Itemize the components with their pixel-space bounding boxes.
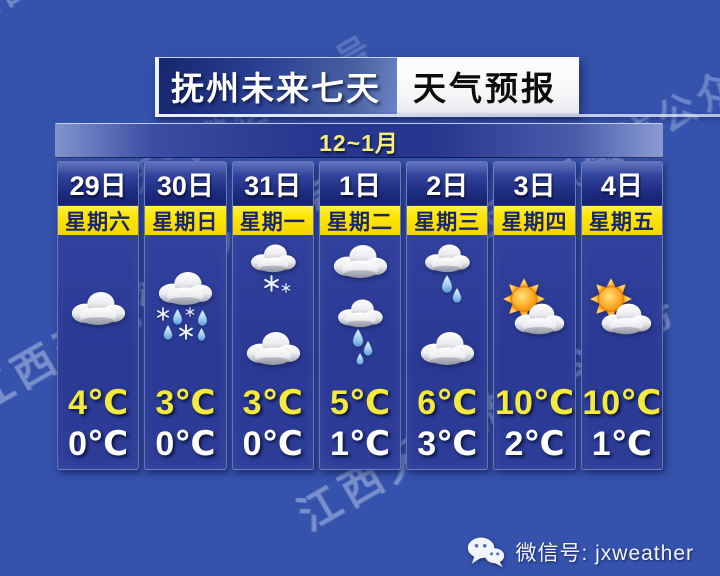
column-day: 星期一 <box>232 206 313 235</box>
column-high-temp: 4℃ <box>68 384 129 422</box>
rain-icon <box>421 241 473 306</box>
overcast-icon <box>416 328 478 367</box>
column-low-temp: 1℃ <box>329 425 391 463</box>
column-date: 1日 <box>319 162 401 206</box>
light-rain-icon <box>334 296 386 367</box>
column-high-temp: 6℃ <box>417 384 478 422</box>
title-secondary: 天气预报 <box>397 57 579 114</box>
forecast-column: 29日 星期六 4℃ 0℃ <box>57 161 140 470</box>
column-icons <box>145 235 225 379</box>
column-icons <box>407 235 487 379</box>
forecast-column: 4日 星期五 10℃ 1℃ <box>580 161 663 470</box>
column-icons <box>494 235 574 379</box>
column-day: 星期日 <box>145 206 226 235</box>
column-day: 星期二 <box>319 206 401 235</box>
column-low-temp: 1℃ <box>591 425 652 463</box>
column-temps: 3℃ 0℃ <box>145 379 225 469</box>
column-high-temp: 10℃ <box>495 384 575 422</box>
forecast-column: 30日 星期日 3℃ 0℃ <box>144 161 227 470</box>
column-day: 星期三 <box>407 206 488 235</box>
overcast-icon <box>242 328 304 367</box>
wechat-label: 微信号: jxweather <box>515 542 694 565</box>
column-low-temp: 3℃ <box>417 425 478 463</box>
partly-cloudy-icon <box>586 278 658 336</box>
title-banner: 抚州未来七天 天气预报 <box>155 57 579 114</box>
forecast-column: 31日 星期一 3℃ 0℃ <box>231 161 314 470</box>
period-label: 12~1月 <box>319 129 399 156</box>
column-day: 星期六 <box>58 206 139 235</box>
banner-underline <box>155 114 720 117</box>
overcast-icon <box>67 288 129 327</box>
column-high-temp: 3℃ <box>242 384 303 422</box>
column-date: 30日 <box>145 162 226 206</box>
column-temps: 10℃ 2℃ <box>494 379 574 469</box>
column-low-temp: 0℃ <box>242 425 303 463</box>
forecast-grid: 29日 星期六 4℃ 0℃ 30日 星期日 3℃ 0℃ 31日 星期一 3℃ 0… <box>57 161 663 470</box>
column-date: 2日 <box>407 162 488 206</box>
column-temps: 4℃ 0℃ <box>58 379 138 469</box>
column-high-temp: 10℃ <box>582 384 662 422</box>
wechat-icon <box>468 537 505 567</box>
column-temps: 10℃ 1℃ <box>582 379 662 469</box>
column-low-temp: 2℃ <box>504 425 565 463</box>
column-icons <box>58 235 138 379</box>
column-low-temp: 0℃ <box>68 425 129 463</box>
column-high-temp: 3℃ <box>155 384 216 422</box>
column-day: 星期五 <box>581 206 662 235</box>
forecast-column: 2日 星期三 6℃ 3℃ <box>406 161 489 470</box>
column-date: 31日 <box>232 162 313 206</box>
column-temps: 5℃ 1℃ <box>320 379 400 469</box>
sleet-icon <box>154 268 216 347</box>
column-day: 星期四 <box>494 206 575 235</box>
column-high-temp: 5℃ <box>329 384 391 422</box>
column-temps: 6℃ 3℃ <box>407 379 487 469</box>
column-date: 29日 <box>58 162 139 206</box>
column-icons <box>233 235 313 379</box>
column-temps: 3℃ 0℃ <box>233 379 313 469</box>
column-date: 4日 <box>581 162 662 206</box>
column-date: 3日 <box>494 162 575 206</box>
column-icons <box>320 235 400 379</box>
column-low-temp: 0℃ <box>155 425 216 463</box>
overcast-icon <box>329 241 391 280</box>
forecast-column: 3日 星期四 10℃ 2℃ <box>493 161 576 470</box>
forecast-column: 1日 星期二 5℃ 1℃ <box>318 161 402 470</box>
period-bar: 12~1月 <box>55 123 663 158</box>
partly-cloudy-icon <box>499 278 571 336</box>
title-primary: 抚州未来七天 <box>155 57 397 114</box>
column-icons <box>582 235 662 379</box>
footer-wechat: 微信号: jxweather <box>467 536 694 568</box>
snow-icon <box>247 241 299 300</box>
